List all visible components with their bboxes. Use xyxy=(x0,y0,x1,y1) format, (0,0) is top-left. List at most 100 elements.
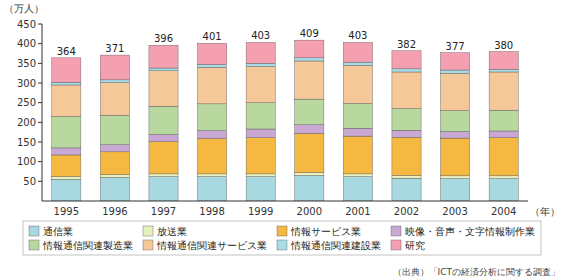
bar-segment xyxy=(441,53,470,70)
total-label: 380 xyxy=(494,40,513,51)
bar-segment xyxy=(198,43,227,64)
total-label: 382 xyxy=(397,39,416,50)
bar-segment xyxy=(392,178,421,201)
bar-segment xyxy=(52,116,81,147)
bar-segment xyxy=(246,174,275,177)
bar-segment xyxy=(149,174,178,177)
bar-segment xyxy=(441,138,470,176)
bar-segment xyxy=(52,179,81,201)
legend-item: 情報サービス業 xyxy=(277,226,361,237)
bar-segment xyxy=(149,135,178,142)
bar-segment xyxy=(343,128,372,136)
legend-item: 研究 xyxy=(391,240,425,251)
bar-segment xyxy=(52,82,81,85)
y-tick xyxy=(38,24,42,25)
bar-segment xyxy=(100,175,129,178)
y-tick-label: 450 xyxy=(17,19,36,30)
legend-swatch xyxy=(143,226,153,236)
bar-segment xyxy=(392,175,421,178)
bar-segment xyxy=(100,80,129,83)
bar-segment xyxy=(100,83,129,116)
bar-segment xyxy=(100,152,129,175)
bar-segment xyxy=(100,145,129,152)
x-tick-label: 1997 xyxy=(151,206,176,217)
bar-segment xyxy=(246,177,275,201)
bar-segment xyxy=(198,177,227,201)
legend-label: 映像・音声・文字情報制作業 xyxy=(405,226,535,237)
legend-swatch xyxy=(391,226,401,236)
x-axis-line xyxy=(42,201,528,202)
bar-segment xyxy=(441,70,470,73)
legend-item: 放送業 xyxy=(143,226,187,237)
legend-label: 通信業 xyxy=(43,226,73,237)
bar-segment xyxy=(100,55,129,80)
bar-segment xyxy=(198,174,227,177)
bar-segment xyxy=(489,138,518,176)
legend-swatch xyxy=(29,226,39,236)
legend-label: 研究 xyxy=(405,240,425,251)
legend-label: 情報通信関連サービス業 xyxy=(156,240,267,251)
legend-item: 情報通信関連製造業 xyxy=(29,240,133,251)
y-tick xyxy=(38,181,42,182)
total-label: 377 xyxy=(446,41,465,52)
bar-segment xyxy=(489,131,518,138)
bar-segment xyxy=(295,125,324,134)
bar-segment xyxy=(392,130,421,137)
bar-segment xyxy=(489,72,518,110)
bar-segment xyxy=(343,103,372,128)
y-tick-label: 50 xyxy=(23,176,36,187)
y-tick xyxy=(38,102,42,103)
legend-swatch xyxy=(143,240,153,250)
legend-swatch xyxy=(277,226,287,236)
bar-segment xyxy=(52,177,81,180)
bar-segment xyxy=(246,129,275,138)
bar-segment xyxy=(52,155,81,177)
bar-segment xyxy=(198,138,227,173)
y-tick-label: 150 xyxy=(17,137,36,148)
total-label: 403 xyxy=(348,30,367,41)
bar-segment xyxy=(100,115,129,144)
total-label: 364 xyxy=(57,46,76,57)
chart-container: 50100150200250300350400450（万人）1995199619… xyxy=(0,0,564,279)
total-label: 409 xyxy=(300,28,319,39)
bar-segment xyxy=(149,142,178,174)
bar-segment xyxy=(149,106,178,134)
bar-segment xyxy=(392,72,421,109)
bar-segment xyxy=(246,42,275,63)
bar-segment xyxy=(392,69,421,72)
bar-segment xyxy=(441,73,470,110)
bar-segment xyxy=(295,99,324,125)
legend-label: 情報通信関連製造業 xyxy=(42,240,133,251)
bar-segment xyxy=(343,62,372,65)
bars xyxy=(52,40,519,201)
bar-segment xyxy=(489,52,518,70)
legend-item: 映像・音声・文字情報制作業 xyxy=(391,226,535,237)
bar-segment xyxy=(343,65,372,103)
bar-segment xyxy=(149,45,178,68)
bar-segment xyxy=(295,175,324,201)
y-tick xyxy=(38,83,42,84)
y-axis-label: （万人） xyxy=(4,3,44,14)
bar-segment xyxy=(489,110,518,131)
bar-segment xyxy=(295,133,324,172)
x-tick-label: 2002 xyxy=(394,206,419,217)
bar-segment xyxy=(246,103,275,129)
total-label: 396 xyxy=(154,33,173,44)
bar-segment xyxy=(198,104,227,131)
legend: 通信業 放送業 情報サービス業 映像・音声・文字情報制作業情報通信関連製造業 情報通信関… xyxy=(23,221,541,255)
x-tick-label: 2003 xyxy=(442,206,467,217)
y-tick-label: 350 xyxy=(17,58,36,69)
bar-segment xyxy=(149,71,178,106)
y-tick xyxy=(38,142,42,143)
source-note: （出典）「ICTの経済分析に関する調査」 xyxy=(393,267,560,277)
y-axis-line xyxy=(42,24,43,201)
chart-svg: 50100150200250300350400450（万人）1995199619… xyxy=(0,0,564,279)
bar-segment xyxy=(198,67,227,104)
bar-segment xyxy=(295,58,324,61)
total-label: 403 xyxy=(251,30,270,41)
bar-segment xyxy=(392,109,421,131)
bar-segment xyxy=(489,179,518,201)
y-tick xyxy=(38,122,42,123)
total-label: 401 xyxy=(203,31,222,42)
bar-segment xyxy=(52,58,81,82)
